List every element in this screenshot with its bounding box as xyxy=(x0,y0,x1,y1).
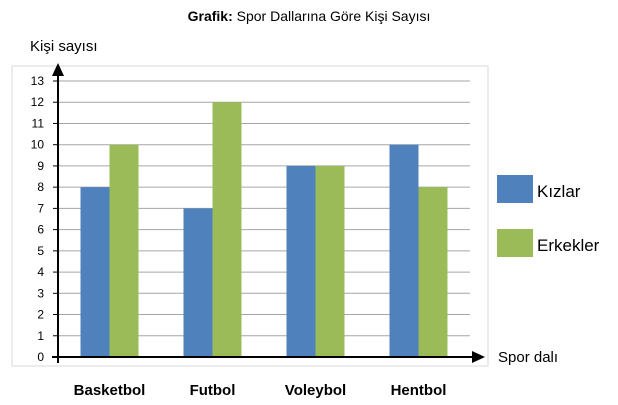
y-tick-label: 4 xyxy=(37,265,44,279)
y-tick-label: 3 xyxy=(37,286,44,300)
y-tick-label: 6 xyxy=(37,223,44,237)
legend: Kızlar Erkekler xyxy=(497,175,600,257)
y-tick-label: 9 xyxy=(37,159,44,173)
y-tick-label: 8 xyxy=(37,180,44,194)
y-tick-label: 10 xyxy=(31,138,45,152)
bar-kızlar-futbol xyxy=(183,208,213,357)
y-axis-label: Kişi sayısı xyxy=(30,38,98,55)
y-tick-label: 7 xyxy=(37,201,44,215)
legend-swatch-erkekler xyxy=(497,229,533,257)
legend-label: Erkekler xyxy=(537,236,600,255)
chart-title-prefix: Grafik: xyxy=(187,8,233,24)
chart-title: Grafik: Spor Dallarına Göre Kişi Sayısı xyxy=(0,8,618,24)
bar-erkekler-futbol xyxy=(212,102,242,357)
plot-frame xyxy=(11,65,489,367)
bar-erkekler-basketbol xyxy=(109,144,139,357)
axes xyxy=(52,63,485,363)
y-tick-label: 12 xyxy=(31,95,45,109)
category-labels: Basketbol Futbol Voleybol Hentbol xyxy=(74,382,447,399)
bar-kızlar-voleybol xyxy=(286,165,316,357)
y-tick-label: 0 xyxy=(37,350,44,364)
y-tick-label: 13 xyxy=(31,74,45,88)
bar-kızlar-hentbol xyxy=(389,144,419,357)
y-tick-label: 1 xyxy=(37,329,44,343)
legend-label: Kızlar xyxy=(537,182,581,201)
legend-swatch-kızlar xyxy=(497,175,533,203)
y-tick-label: 5 xyxy=(37,244,44,258)
category-label: Hentbol xyxy=(391,382,447,399)
y-axis-arrow xyxy=(52,63,64,76)
bar-erkekler-hentbol xyxy=(418,187,448,357)
bar-kızlar-basketbol xyxy=(80,187,110,357)
x-axis-arrow xyxy=(472,351,485,363)
category-label: Voleybol xyxy=(285,382,346,399)
category-label: Basketbol xyxy=(74,382,146,399)
bar-erkekler-voleybol xyxy=(315,165,345,357)
y-tick-label: 11 xyxy=(32,116,45,130)
chart-title-text: Spor Dallarına Göre Kişi Sayısı xyxy=(236,8,431,24)
category-label: Futbol xyxy=(190,382,236,399)
x-axis-label: Spor dalı xyxy=(498,349,558,366)
y-tick-label: 2 xyxy=(37,308,44,322)
bars xyxy=(80,102,448,357)
